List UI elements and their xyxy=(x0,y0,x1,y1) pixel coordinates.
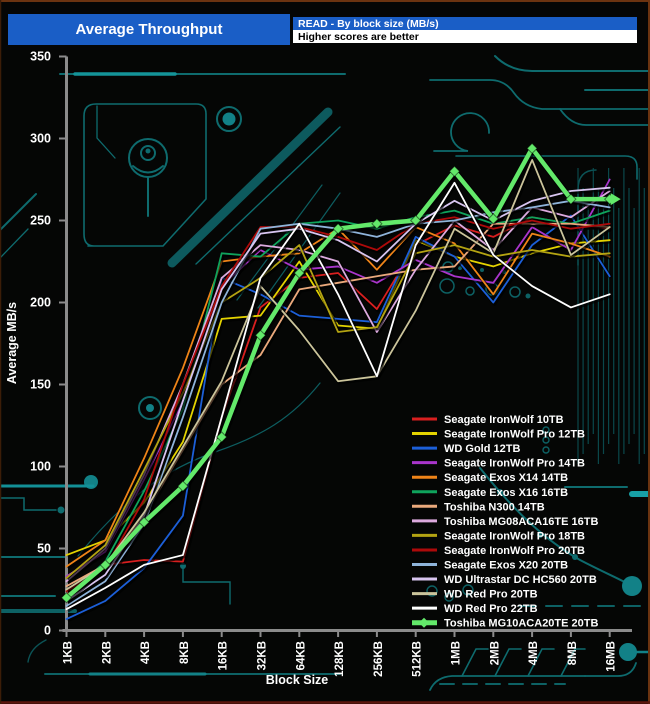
legend-item: Seagate Exos X14 14TB xyxy=(412,472,568,484)
series-shadow-seagate-ironwolf-pro-18tb xyxy=(66,244,612,581)
y-axis-title: Average MB/s xyxy=(5,302,19,384)
legend-item: WD Red Pro 20TB xyxy=(412,589,538,601)
series-line-seagate-ironwolf-pro-20tb xyxy=(65,216,611,593)
series-marker-diamond xyxy=(565,193,577,205)
series-marker-diamond xyxy=(99,559,112,571)
series-shadow-wd-red-pro-20tb xyxy=(66,159,613,593)
axis-lines xyxy=(62,56,632,632)
series-marker-diamond xyxy=(371,218,383,230)
legend-item: Seagate IronWolf Pro 18TB xyxy=(412,530,585,542)
series-marker-diamond xyxy=(487,213,500,225)
series-end-arrow xyxy=(610,193,621,206)
legend-label: Toshiba N300 14TB xyxy=(444,501,545,513)
legend-item: Seagate Exos X20 20TB xyxy=(412,560,568,572)
series-marker-diamond xyxy=(448,165,461,178)
legend: Seagate IronWolf 10TB Seagate IronWolf Pr… xyxy=(412,414,598,630)
series-line-seagate-ironwolf-pro-18tb xyxy=(65,244,611,579)
x-tick-label: 16MB xyxy=(606,641,618,672)
y-tick-label: 300 xyxy=(30,132,51,146)
x-tick-label: 64KB xyxy=(295,641,307,670)
axis-ticks xyxy=(59,55,611,637)
read-mode-label: READ - By block size (MB/s) xyxy=(298,17,439,30)
legend-label: WD Red Pro 22TB xyxy=(444,603,538,615)
series-line-wd-red-pro-22tb xyxy=(65,181,611,611)
legend-item: Toshiba MG10ACA20TE 20TB xyxy=(412,617,598,630)
series-marker-diamond xyxy=(177,480,189,492)
chart-title-bar: Average Throughput xyxy=(8,14,290,45)
series-line-wd-gold-12tb xyxy=(65,214,611,620)
legend-label: Seagate Exos X16 16TB xyxy=(444,487,568,499)
legend-item: Seagate IronWolf Pro 12TB xyxy=(412,429,585,441)
series-marker-diamond xyxy=(293,267,306,279)
legend-label: Seagate Exos X20 20TB xyxy=(444,560,568,572)
y-tick-label: 350 xyxy=(30,50,51,64)
series-line-wd-red-pro-20tb xyxy=(65,158,611,591)
legend-item: Toshiba N300 14TB xyxy=(412,501,545,513)
legend-label: WD Ultrastar DC HC560 20TB xyxy=(444,574,597,586)
legend-item: Toshiba MG08ACA16TE 16TB xyxy=(412,516,598,528)
x-axis-title: Block Size xyxy=(266,673,329,687)
y-tick-label: 0 xyxy=(44,624,51,638)
legend-label: Seagate IronWolf Pro 12TB xyxy=(444,429,585,441)
legend-label: Toshiba MG10ACA20TE 20TB xyxy=(444,618,598,630)
x-tick-label: 32KB xyxy=(257,641,269,670)
series-marker-diamond xyxy=(138,516,150,528)
y-tick-label: 150 xyxy=(30,378,51,392)
axes xyxy=(62,56,632,632)
page-title: Average Throughput xyxy=(75,21,223,38)
y-tick-label: 200 xyxy=(30,296,51,310)
series-marker-diamond xyxy=(215,431,228,443)
y-tick-label: 50 xyxy=(37,542,51,556)
legend-label: Seagate IronWolf Pro 20TB xyxy=(444,545,585,557)
legend-item: Seagate Exos X16 16TB xyxy=(412,487,568,499)
series-shadow-wd-gold-12tb xyxy=(66,215,613,623)
legend-item: Seagate IronWolf Pro 20TB xyxy=(412,545,585,557)
x-tick-label: 512KB xyxy=(412,641,424,677)
score-note-label: Higher scores are better xyxy=(298,30,419,43)
legend-item: Seagate IronWolf Pro 14TB xyxy=(412,458,585,470)
legend-label: Seagate IronWolf 10TB xyxy=(444,414,564,426)
y-tick-label: 100 xyxy=(30,460,51,474)
x-tick-label: 1MB xyxy=(451,641,463,665)
axis-labels: 0 50 100 150 200 250 300 350 1KB 2KB 4KB 8KB 16KB 32K… xyxy=(5,50,618,688)
x-tick-label: 1KB xyxy=(63,641,75,664)
x-tick-label: 16KB xyxy=(218,641,230,670)
legend-item: Seagate IronWolf 10TB xyxy=(412,414,564,426)
legend-label: Seagate IronWolf Pro 14TB xyxy=(444,458,585,470)
legend-label: Seagate IronWolf Pro 18TB xyxy=(444,530,585,542)
series-marker-diamond xyxy=(332,222,344,235)
legend-item: WD Gold 12TB xyxy=(412,443,520,455)
y-tick-label: 250 xyxy=(30,214,51,228)
legend-label: Toshiba MG08ACA16TE 16TB xyxy=(444,516,598,528)
x-tick-label: 8KB xyxy=(179,641,191,664)
legend-label: WD Gold 12TB xyxy=(444,443,520,455)
legend-label: WD Red Pro 20TB xyxy=(444,589,538,601)
series-marker-diamond xyxy=(526,142,538,155)
score-note-banner: Higher scores are better xyxy=(293,30,637,43)
x-tick-label: 256KB xyxy=(373,641,385,677)
series-line-wd-ultrastar-dc-hc560-20tb xyxy=(65,186,611,602)
x-tick-label: 2MB xyxy=(489,641,501,665)
series-shadow-seagate-ironwolf-pro-20tb xyxy=(66,216,612,595)
legend-swatch-diamond xyxy=(419,617,429,628)
series-marker-diamond xyxy=(60,591,73,604)
legend-label: Seagate Exos X14 14TB xyxy=(444,472,568,484)
legend-item: WD Ultrastar DC HC560 20TB xyxy=(412,574,597,586)
x-tick-label: 128KB xyxy=(334,641,346,677)
legend-item: WD Red Pro 22TB xyxy=(412,603,538,615)
series-marker-diamond xyxy=(254,329,267,342)
series-marker-diamond xyxy=(409,214,422,227)
read-mode-banner: READ - By block size (MB/s) xyxy=(293,17,637,30)
x-tick-label: 4MB xyxy=(528,641,540,665)
x-tick-label: 4KB xyxy=(140,641,152,664)
x-tick-label: 2KB xyxy=(101,641,113,664)
x-tick-label: 8MB xyxy=(567,641,579,665)
